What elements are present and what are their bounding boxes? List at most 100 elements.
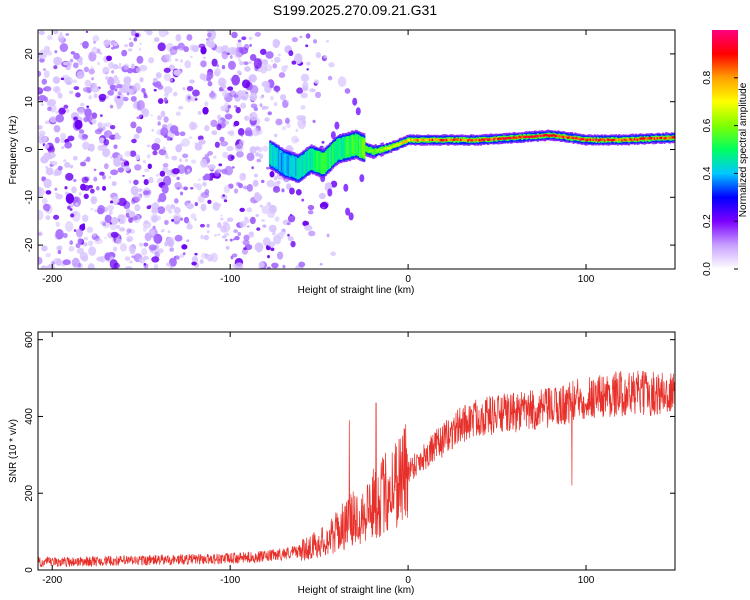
tone-segment (602, 138, 605, 141)
noise-speckle (151, 215, 158, 223)
noise-speckle (204, 173, 211, 181)
tone-segment (481, 138, 484, 141)
noise-speckle (246, 207, 253, 213)
noise-speckle (81, 176, 89, 184)
noise-speckle (171, 218, 174, 222)
noise-speckle (162, 146, 166, 151)
tone-segment (286, 155, 289, 174)
noise-speckle (182, 186, 189, 191)
noise-speckle (269, 95, 274, 101)
tone-segment (376, 149, 379, 153)
tone-segment (430, 138, 433, 141)
noise-speckle (319, 202, 329, 210)
noise-speckle (67, 205, 71, 210)
noise-speckle (70, 213, 75, 218)
noise-speckle (224, 120, 230, 126)
noise-speckle (152, 150, 158, 156)
noise-speckle (87, 263, 95, 269)
noise-speckle (96, 186, 100, 191)
noise-speckle (302, 220, 310, 227)
noise-speckle (128, 41, 134, 48)
noise-speckle (264, 64, 273, 72)
noise-speckle (327, 75, 333, 81)
noise-speckle (54, 187, 58, 192)
tone-segment (294, 158, 297, 177)
noise-speckle (171, 155, 178, 161)
noise-speckle (93, 93, 98, 99)
noise-speckle (261, 205, 270, 215)
noise-speckle (243, 234, 250, 241)
noise-speckle (243, 216, 248, 221)
noise-speckle (238, 139, 245, 146)
noise-speckle (81, 214, 89, 222)
tone-segment (384, 147, 387, 150)
noise-speckle (116, 83, 123, 89)
noise-speckle (77, 238, 83, 245)
noise-speckle (314, 91, 322, 99)
tone-segment (546, 134, 549, 137)
noise-speckle (143, 242, 149, 247)
noise-speckle (88, 184, 94, 189)
noise-speckle (323, 54, 327, 59)
tone-segment (390, 146, 393, 149)
noise-speckle (208, 92, 216, 98)
noise-speckle (86, 116, 93, 123)
tone-segment (394, 144, 397, 147)
tone-segment (542, 134, 545, 137)
noise-speckle (122, 96, 129, 102)
snr-panel: -200 -100 0 100 0 200 400 600 Height of straig… (8, 331, 676, 596)
tone-segment (314, 151, 317, 170)
tone-segment (411, 138, 414, 142)
noise-speckle (128, 217, 134, 223)
noise-speckle (38, 133, 46, 144)
tone-segment (508, 136, 511, 140)
noise-speckle (116, 224, 120, 230)
noise-speckle (42, 197, 48, 205)
noise-speckle (118, 227, 126, 232)
noise-speckle (73, 196, 79, 204)
tone-segment (578, 137, 581, 140)
noise-speckle (55, 114, 65, 123)
y-tick-label: 20 (24, 48, 35, 60)
tone-segment (339, 139, 342, 158)
noise-speckle (72, 79, 78, 84)
noise-speckle (162, 162, 169, 168)
tone-segment (349, 136, 352, 155)
noise-speckle (206, 230, 210, 234)
noise-speckle (234, 52, 243, 59)
noise-speckle (72, 155, 78, 161)
noise-speckle (124, 150, 131, 157)
noise-speckle (231, 253, 238, 258)
colorbar: 0.0 0.2 0.4 0.6 0.8 Normalized spectral ampl… (702, 30, 749, 276)
noise-speckle (104, 214, 112, 224)
tone-segment (273, 147, 276, 166)
tone-segment (361, 138, 364, 158)
tone-segment (581, 137, 584, 141)
noise-speckle (174, 181, 182, 190)
tone-segment (639, 137, 642, 140)
tone-segment (566, 136, 569, 140)
noise-speckle (123, 63, 130, 71)
noise-speckle (141, 88, 146, 93)
noise-speckle (64, 161, 71, 168)
noise-speckle (133, 37, 138, 42)
tone-segment (277, 150, 280, 169)
noise-speckle (43, 178, 52, 189)
tone-segment (387, 147, 390, 150)
tone-segment (524, 135, 527, 139)
noise-speckle (104, 236, 107, 239)
noise-speckle (110, 169, 119, 176)
noise-speckle (160, 110, 166, 118)
tone-segment (519, 136, 522, 139)
tone-segment (532, 135, 535, 138)
noise-speckle (136, 99, 145, 111)
tone-segment (283, 154, 286, 174)
noise-speckle (188, 200, 191, 204)
noise-speckle (153, 37, 160, 43)
tone-segment (598, 139, 601, 142)
noise-speckle (167, 230, 171, 234)
tone-segment (633, 138, 636, 141)
noise-speckle (301, 198, 305, 202)
x-tick-label: 0 (405, 575, 411, 586)
noise-speckle (75, 228, 84, 238)
